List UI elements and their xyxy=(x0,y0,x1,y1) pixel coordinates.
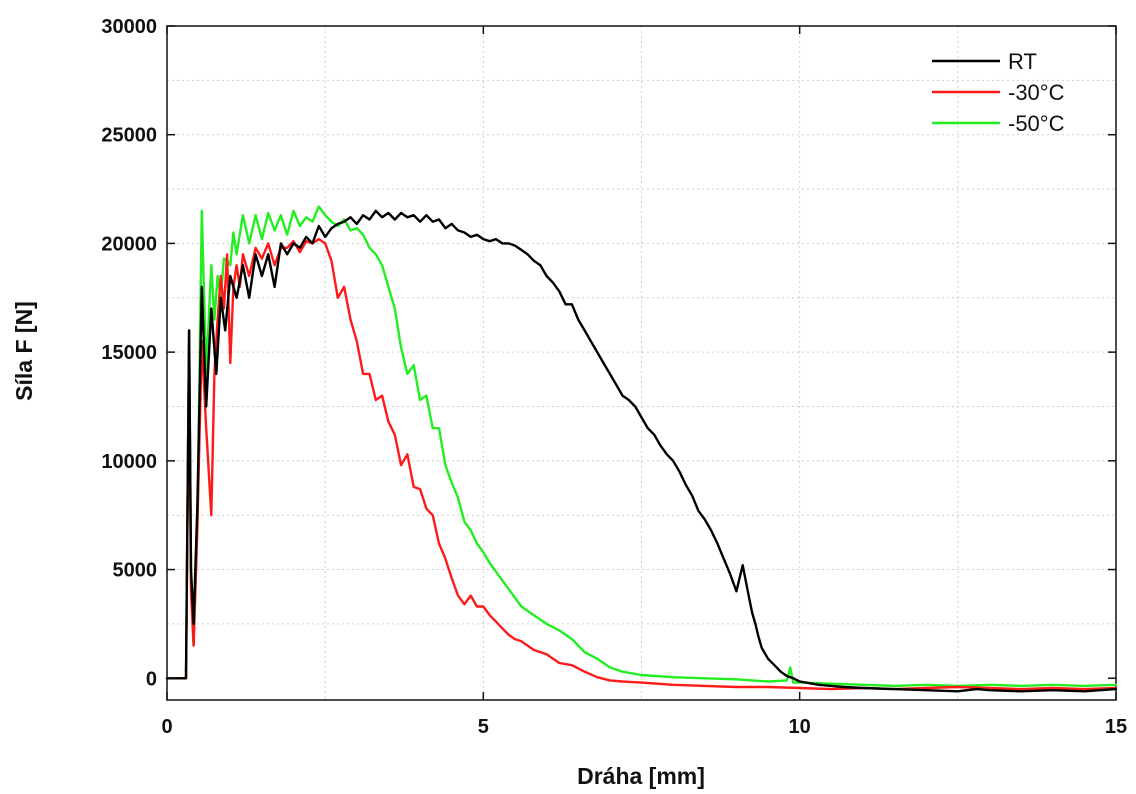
y-tick-label: 15000 xyxy=(101,342,157,364)
x-tick-label: 5 xyxy=(478,716,489,738)
y-tick-label: 10000 xyxy=(101,451,157,473)
series-line-minus-50c xyxy=(165,205,1118,688)
y-tick-label: 25000 xyxy=(101,125,157,147)
series-line-rt xyxy=(165,209,1118,693)
legend-item: -30°C xyxy=(932,80,1065,105)
axis-ticks: 0 5 10 15 0 5000 10000 15000 20000 25000 30000 xyxy=(101,16,1127,738)
series-line-minus-30c xyxy=(165,237,1118,691)
series-group xyxy=(165,205,1118,693)
legend-item: -50°C xyxy=(932,111,1065,136)
y-tick-label: 30000 xyxy=(101,16,157,38)
legend-item: RT xyxy=(932,49,1037,74)
y-tick-label: 0 xyxy=(146,668,157,690)
x-tick-label: 0 xyxy=(161,716,172,738)
y-tick-label: 5000 xyxy=(113,560,158,582)
x-tick-label: 10 xyxy=(789,716,811,738)
legend-label: -50°C xyxy=(1008,111,1065,136)
y-tick-label: 20000 xyxy=(101,233,157,255)
legend-label: -30°C xyxy=(1008,80,1065,105)
x-axis-title: Dráha [mm] xyxy=(577,763,705,789)
grid xyxy=(167,26,1116,700)
legend-label: RT xyxy=(1008,49,1037,74)
legend: RT -30°C -50°C xyxy=(932,49,1065,136)
y-axis-title: Síla F [N] xyxy=(11,301,37,401)
x-tick-label: 15 xyxy=(1105,716,1127,738)
plot-area-frame xyxy=(166,25,1117,701)
